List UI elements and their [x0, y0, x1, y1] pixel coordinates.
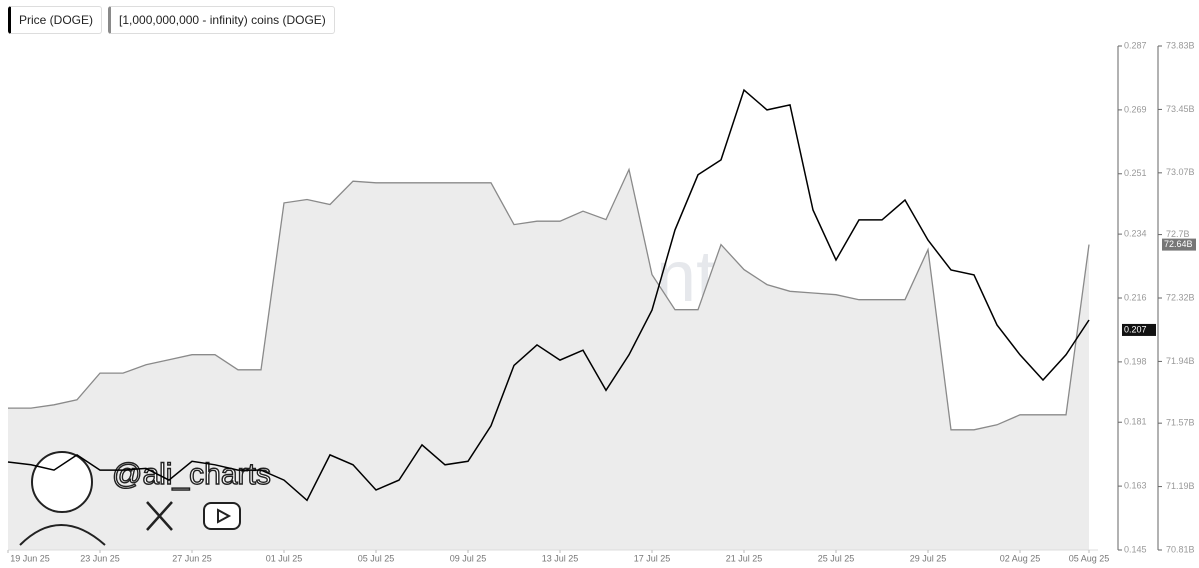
y-tick-label: 0.163 [1124, 480, 1147, 490]
x-tick-label: 29 Jul 25 [910, 553, 947, 563]
y-tick-label: 0.287 [1124, 40, 1147, 50]
credit-art: @ali_charts [19, 451, 272, 546]
x-tick-label: 25 Jul 25 [818, 553, 855, 563]
x-tick-label: 23 Jun 25 [80, 553, 120, 563]
x-tick-label: 13 Jul 25 [542, 553, 579, 563]
y2-tick-label: 71.94B [1166, 356, 1195, 366]
y2-tick-label: 73.07B [1166, 167, 1195, 177]
y2-tick-label: 70.81B [1166, 544, 1195, 554]
current-value-box [1162, 238, 1196, 251]
y2-tick-label: 72.7B [1166, 229, 1190, 239]
x-tick-label: 09 Jul 25 [450, 553, 487, 563]
current-value-box [1122, 323, 1156, 336]
y-tick-label: 0.181 [1124, 417, 1147, 427]
current-value-label: 72.64B [1164, 239, 1193, 249]
x-tick-label: 01 Jul 25 [266, 553, 303, 563]
legend-item[interactable]: Price (DOGE) [8, 6, 103, 34]
y-tick-label: 0.145 [1124, 544, 1147, 554]
youtube-play [217, 508, 232, 524]
y2-tick-label: 73.83B [1166, 40, 1195, 50]
x-tick-label: 17 Jul 25 [634, 553, 671, 563]
x-icon [146, 501, 173, 531]
series-line [8, 167, 1090, 431]
legend: Price (DOGE) [1,000,000,000 - infinity) … [8, 6, 335, 34]
y2-tick-label: 72.32B [1166, 292, 1195, 302]
credit: @ali_charts [112, 458, 271, 491]
x-tick-label: 19 Jun 25 [10, 553, 50, 563]
avatar-shoulders [19, 524, 106, 546]
x-tick-label: 27 Jun 25 [172, 553, 212, 563]
x-tick-label: 02 Aug 25 [1000, 553, 1041, 563]
legend-item[interactable]: [1,000,000,000 - infinity) coins (DOGE) [108, 6, 335, 34]
x-tick-label: 21 Jul 25 [726, 553, 763, 563]
y-tick-label: 0.216 [1124, 292, 1147, 302]
y2-tick-label: 71.57B [1166, 418, 1195, 428]
y2-tick-label: 71.19B [1166, 481, 1195, 491]
avatar [31, 451, 93, 513]
y-tick-label: 0.251 [1124, 168, 1147, 178]
youtube-icon [203, 502, 241, 530]
series-area [8, 169, 1089, 550]
y-tick-label: 0.269 [1124, 104, 1147, 114]
x-tick-label: 05 Aug 25 [1069, 553, 1110, 563]
series-line [7, 88, 1090, 502]
x-tick-label: 05 Jul 25 [358, 553, 395, 563]
y2-tick-label: 73.45B [1166, 104, 1195, 114]
y-tick-label: 0.198 [1124, 356, 1147, 366]
current-value-label: 0.207 [1124, 324, 1147, 334]
y-tick-label: 0.234 [1124, 228, 1147, 238]
